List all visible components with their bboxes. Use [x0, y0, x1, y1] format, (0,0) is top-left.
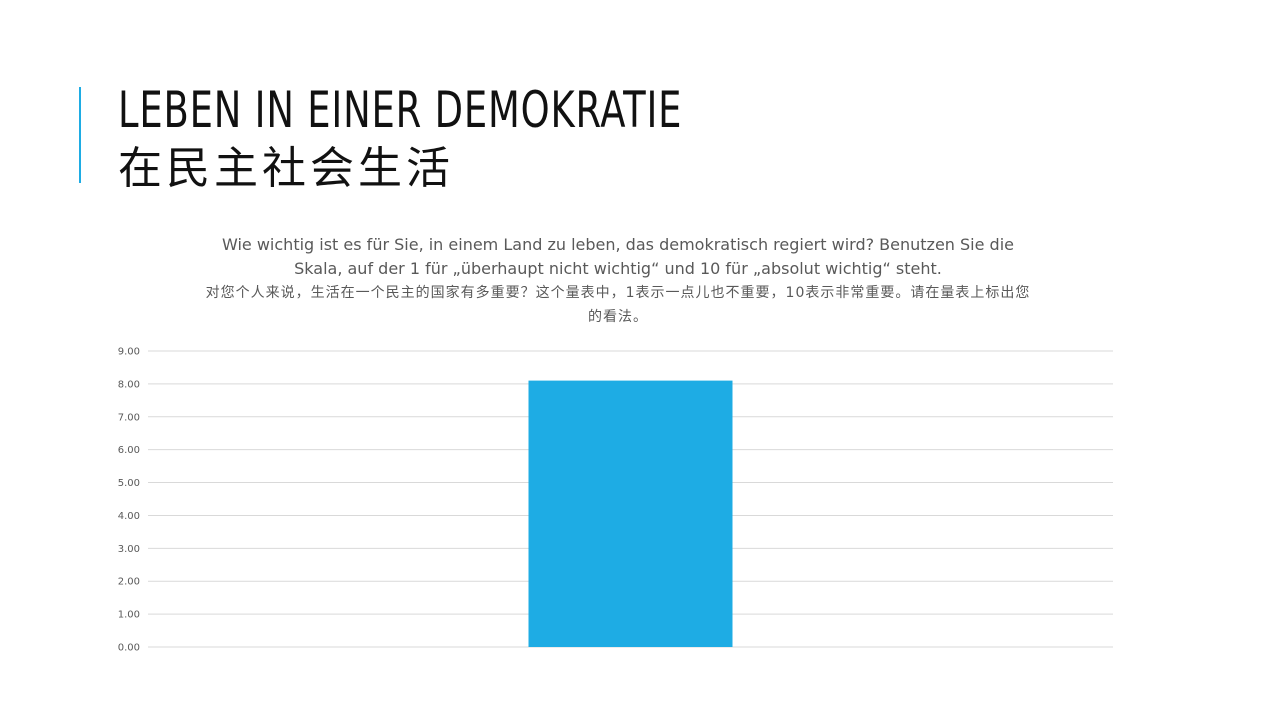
slide-title-chinese: 在民主社会生活 — [118, 143, 454, 194]
chart-title-german: Wie wichtig ist es für Sie, in einem Lan… — [222, 235, 1014, 278]
y-tick-label: 8.00 — [118, 379, 140, 390]
slide-title-german: LEBEN IN EINER DEMOKRATIE — [118, 81, 683, 139]
y-tick-label: 3.00 — [118, 544, 140, 555]
y-tick-label: 0.00 — [118, 643, 140, 654]
bar — [528, 380, 733, 647]
y-tick-label: 7.00 — [118, 412, 140, 423]
chart-title-chinese: 对您个人来说，生活在一个民主的国家有多重要？这个量表中，1表示一点儿也不重要，1… — [205, 285, 1031, 325]
y-tick-label: 6.00 — [118, 445, 140, 456]
title-accent-bar — [79, 87, 81, 183]
y-tick-label: 9.00 — [118, 347, 140, 358]
y-tick-label: 4.00 — [118, 511, 140, 522]
chart-title: Wie wichtig ist es für Sie, in einem Lan… — [200, 233, 1036, 329]
slide-title: LEBEN IN EINER DEMOKRATIE 在民主社会生活 — [118, 80, 806, 198]
y-tick-label: 2.00 — [118, 577, 140, 588]
y-tick-label: 1.00 — [118, 610, 140, 621]
y-tick-label: 5.00 — [118, 478, 140, 489]
